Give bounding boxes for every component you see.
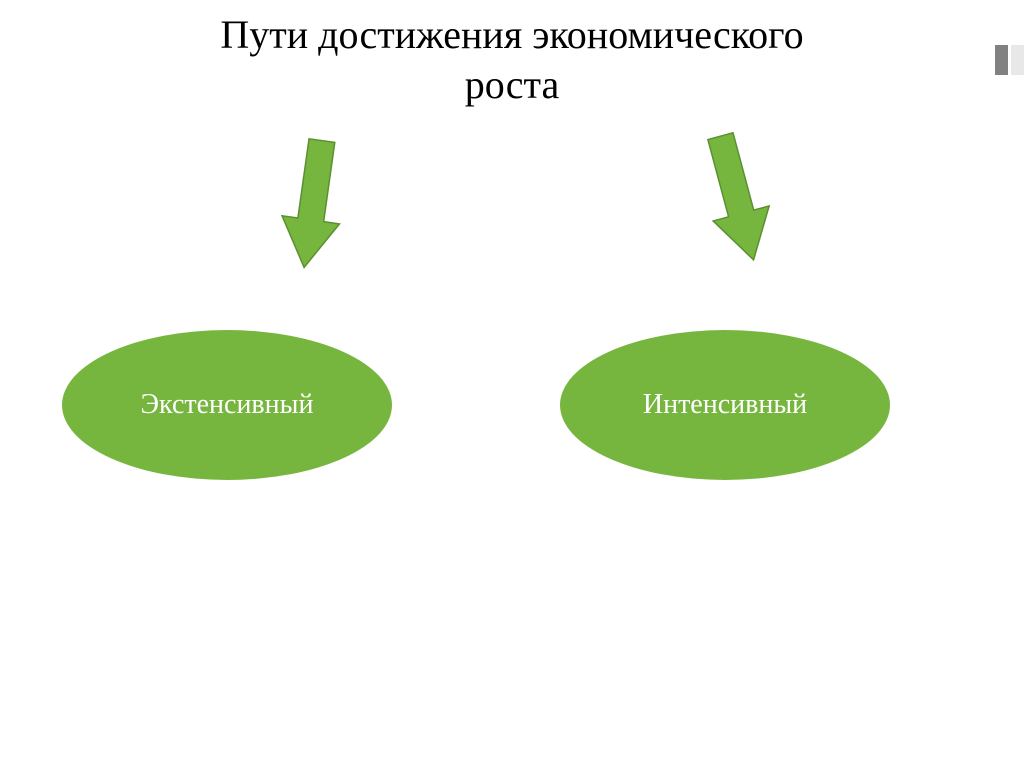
ellipse-intensive: Интенсивный [560,330,890,480]
arrow-left [273,134,353,273]
decor-bar-light [1011,45,1024,75]
corner-decoration [995,45,1024,75]
title-line2: роста [465,62,559,107]
ellipse-extensive: Экстенсивный [62,330,392,480]
decor-bar-dark [995,45,1008,75]
ellipse-right-label: Интенсивный [643,389,807,421]
ellipse-left-label: Экстенсивный [141,389,314,421]
slide-title: Пути достижения экономического роста [0,10,1024,110]
arrow-right [690,126,784,270]
title-line1: Пути достижения экономического [220,12,803,57]
